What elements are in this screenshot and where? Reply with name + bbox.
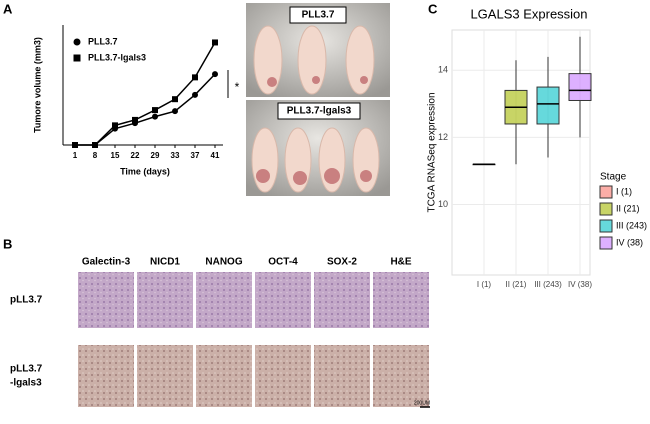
histology-image (78, 345, 134, 407)
scale-label: 200UM (414, 400, 430, 406)
data-point (212, 39, 218, 46)
histology-image (255, 345, 311, 407)
panel-label: C (428, 1, 438, 16)
column-header: NICD1 (150, 257, 180, 268)
x-tick-label: 22 (131, 151, 140, 160)
data-point (152, 107, 158, 114)
data-point (152, 113, 158, 120)
column-header: SOX-2 (327, 257, 357, 268)
legend-key (599, 185, 613, 199)
data-point (212, 71, 218, 78)
data-point (192, 74, 198, 81)
row-label: pLL3.7 (10, 295, 43, 306)
histology-image (196, 345, 252, 407)
histology-image (196, 272, 252, 328)
x-tick-label: 41 (211, 151, 220, 160)
legend-key (599, 202, 613, 216)
data-point (112, 122, 118, 129)
data-point (172, 96, 178, 103)
box (568, 73, 592, 101)
legend-label: I (1) (616, 186, 632, 196)
legend-marker (73, 54, 81, 62)
legend-label: PLL3.7-lgals3 (88, 52, 146, 62)
plot-background (451, 29, 591, 276)
data-line (75, 42, 216, 146)
box (536, 86, 560, 125)
legend-marker (73, 38, 81, 46)
row-label: -lgals3 (10, 378, 42, 389)
x-tick-label: 37 (191, 151, 200, 160)
column-header: NANOG (205, 257, 242, 268)
column-header: Galectin-3 (82, 257, 131, 268)
y-tick-label: 10 (438, 199, 448, 209)
legend-label: IV (38) (616, 237, 643, 247)
mouse-photos: PLL3.7 PLL3.7-lgals3 (246, 3, 390, 196)
panel-label: B (3, 236, 12, 251)
histology-image (373, 272, 429, 328)
x-tick-label: 33 (171, 151, 180, 160)
column-header: H&E (390, 257, 411, 268)
x-tick-label: 8 (93, 151, 98, 160)
data-point (132, 116, 138, 123)
data-point (92, 142, 98, 148)
annotation: * (235, 80, 240, 94)
data-point (192, 91, 198, 98)
x-tick-label: IV (38) (568, 280, 592, 289)
data-line (75, 73, 216, 146)
photo-label: PLL3.7 (302, 10, 335, 21)
column-header: OCT-4 (268, 257, 298, 268)
chart-title: LGALS3 Expression (470, 6, 587, 21)
legend-key (599, 219, 613, 233)
histology-image (373, 345, 429, 407)
y-tick-label: 12 (438, 132, 448, 142)
legend-key (599, 236, 613, 250)
x-tick-label: 1 (73, 151, 78, 160)
histology-panel: Galectin-3 NICD1 NANOG OCT-4 SOX-2 H&E pLL3.7 p… (10, 257, 430, 408)
histology-image (137, 272, 193, 328)
x-tick-label: III (243) (534, 280, 562, 289)
x-tick-label: 29 (151, 151, 160, 160)
histology-image (314, 345, 370, 407)
legend-label: PLL3.7 (88, 36, 118, 46)
y-axis-label: Tumore volume (mm3) (32, 37, 42, 133)
y-tick-label: 14 (438, 65, 448, 75)
histology-image (137, 345, 193, 407)
y-axis-label: TCGA RNASeq expression (427, 92, 438, 212)
row-label: pLL3.7 (10, 364, 43, 375)
legend-label: II (21) (616, 203, 640, 213)
photo-label: PLL3.7-lgals3 (287, 106, 352, 117)
histology-image (255, 272, 311, 328)
histology-image (314, 272, 370, 328)
legend-label: III (243) (616, 220, 647, 230)
x-tick-label: II (21) (506, 280, 527, 289)
histology-image (78, 272, 134, 328)
data-point (172, 108, 178, 115)
x-tick-label: I (1) (477, 280, 492, 289)
x-tick-label: 15 (111, 151, 120, 160)
x-axis-label: Time (days) (120, 166, 170, 176)
data-point (72, 142, 78, 148)
legend-title: Stage (600, 172, 627, 183)
panel-label: A (3, 1, 13, 16)
